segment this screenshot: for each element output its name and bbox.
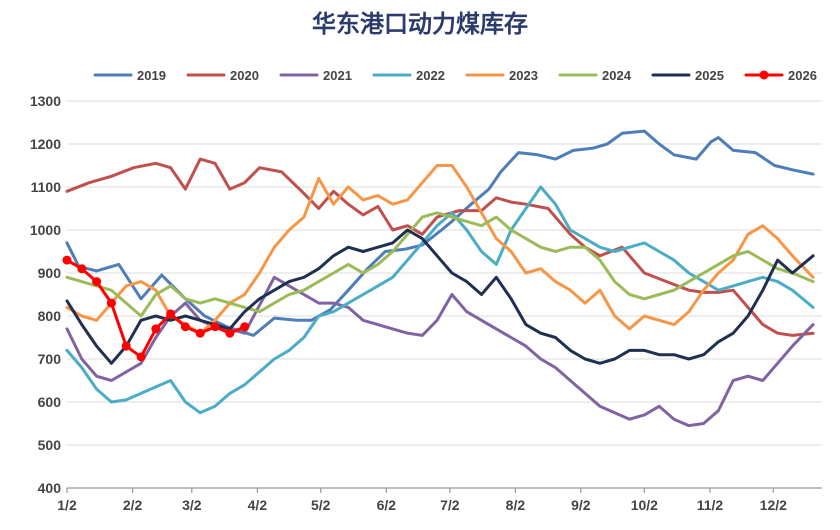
series-2021: [65, 275, 815, 428]
x-tick-label: 12/2: [760, 497, 787, 513]
y-tick-label: 700: [38, 351, 62, 367]
y-tick-label: 500: [38, 437, 62, 453]
data-point: [106, 298, 116, 308]
x-tick-label: 7/2: [440, 497, 460, 513]
y-axis: 400 500 600 700 800 900 1000 1100 1200 1300: [30, 93, 61, 496]
series-line-2021: [65, 275, 815, 428]
legend-label: 2026: [788, 68, 817, 83]
series-2026: [62, 255, 250, 362]
y-tick-label: 800: [38, 308, 62, 324]
legend-item-2022: 2022: [372, 68, 445, 83]
series-2022: [65, 185, 815, 415]
series-line-2019: [65, 129, 815, 337]
y-tick-label: 1000: [30, 222, 61, 238]
data-point: [166, 309, 176, 319]
x-tick-label: 6/2: [377, 497, 397, 513]
legend-label: 2019: [137, 68, 166, 83]
legend-label: 2020: [230, 68, 259, 83]
legend-item-2023: 2023: [465, 68, 538, 83]
series-2025: [65, 228, 815, 365]
y-tick-label: 900: [38, 265, 62, 281]
series-2019: [65, 129, 815, 337]
legend-item-2021: 2021: [279, 68, 352, 83]
series-line-2025: [65, 228, 815, 365]
data-point: [195, 328, 205, 338]
data-point: [136, 352, 146, 362]
data-point: [180, 322, 190, 332]
series-2024: [65, 211, 815, 318]
data-point: [225, 328, 235, 338]
y-tick-label: 600: [38, 394, 62, 410]
y-tick-label: 1100: [31, 179, 62, 195]
legend-label: 2025: [695, 68, 724, 83]
y-tick-label: 400: [38, 480, 62, 496]
y-tick-label: 1300: [30, 93, 61, 109]
x-tick-label: 5/2: [311, 497, 331, 513]
x-tick-label: 4/2: [248, 497, 268, 513]
legend-item-2026: 2026: [744, 68, 817, 83]
legend-item-2025: 2025: [651, 68, 724, 83]
x-tick-label: 9/2: [571, 497, 591, 513]
data-point: [77, 264, 87, 274]
legend-item-2020: 2020: [186, 68, 259, 83]
data-point: [240, 322, 250, 332]
data-point: [151, 324, 161, 334]
plot-area: [62, 129, 815, 428]
data-point: [62, 255, 72, 265]
series-line-2024: [65, 211, 815, 318]
chart-title: 华东港口动力煤库存: [312, 10, 528, 38]
x-tick-label: 8/2: [506, 497, 526, 513]
x-tick-label: 10/2: [631, 497, 658, 513]
legend-label: 2022: [416, 68, 445, 83]
y-tick-label: 1200: [30, 136, 61, 152]
chart-legend: 2019 2020 2021 2022 2023 2024 2025 2026: [93, 68, 817, 83]
gridlines: [67, 100, 822, 489]
x-tick-label: 11/2: [697, 497, 724, 513]
legend-label: 2023: [509, 68, 538, 83]
data-point: [121, 341, 131, 351]
legend-marker: [759, 70, 769, 80]
x-tick-label: 3/2: [182, 497, 202, 513]
legend-item-2024: 2024: [558, 68, 632, 83]
legend-label: 2021: [323, 68, 352, 83]
series-line-2022: [65, 185, 815, 415]
legend-item-2019: 2019: [93, 68, 166, 83]
x-tick-label: 2/2: [123, 497, 143, 513]
data-point: [210, 322, 220, 332]
x-tick-label: 1/2: [57, 497, 77, 513]
data-point: [92, 277, 102, 287]
x-axis: 1/2 2/2 3/2 4/2 5/2 6/2 7/2 8/2 9/2 10/2 11/2 12/2: [57, 488, 787, 513]
legend-label: 2024: [602, 68, 632, 83]
